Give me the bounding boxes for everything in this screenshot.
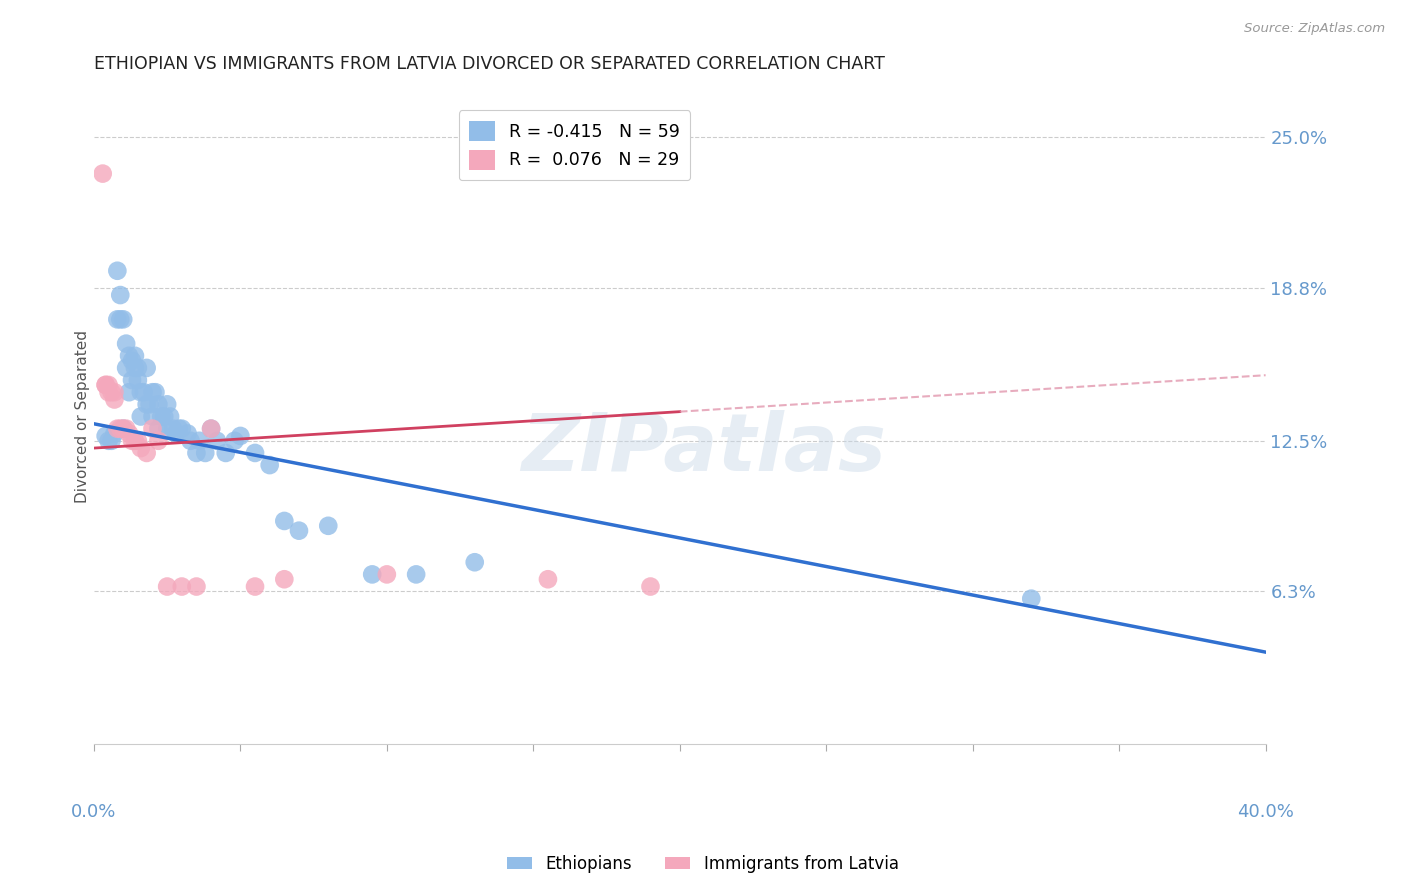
Point <box>94 429 117 443</box>
Point <box>229 429 252 443</box>
Point <box>156 397 179 411</box>
Point <box>180 434 202 448</box>
Point <box>94 378 117 392</box>
Point <box>156 422 179 436</box>
Point <box>110 288 132 302</box>
Point <box>97 378 120 392</box>
Point <box>135 360 157 375</box>
Point <box>1019 591 1042 606</box>
Point <box>127 434 149 448</box>
Legend: R = -0.415   N = 59, R =  0.076   N = 29: R = -0.415 N = 59, R = 0.076 N = 29 <box>458 111 690 180</box>
Point <box>141 385 163 400</box>
Point <box>94 378 117 392</box>
Point <box>127 360 149 375</box>
Y-axis label: Divorced or Separated: Divorced or Separated <box>76 330 90 503</box>
Point <box>110 312 132 326</box>
Point <box>121 373 143 387</box>
Point <box>132 385 155 400</box>
Point <box>186 580 208 594</box>
Point <box>138 397 160 411</box>
Point <box>105 422 128 436</box>
Point <box>100 434 122 448</box>
Point <box>148 434 170 448</box>
Point <box>124 360 146 375</box>
Point <box>103 392 125 407</box>
Text: 0.0%: 0.0% <box>72 803 117 821</box>
Point <box>124 349 146 363</box>
Point <box>148 422 170 436</box>
Point <box>361 567 384 582</box>
Point <box>215 446 238 460</box>
Point <box>91 167 114 181</box>
Point <box>112 422 135 436</box>
Point <box>273 572 295 586</box>
Point <box>188 434 211 448</box>
Point <box>115 422 138 436</box>
Point <box>129 409 152 424</box>
Point <box>100 385 122 400</box>
Text: Source: ZipAtlas.com: Source: ZipAtlas.com <box>1244 22 1385 36</box>
Point <box>121 353 143 368</box>
Point <box>118 385 141 400</box>
Point <box>141 422 163 436</box>
Point <box>141 409 163 424</box>
Point <box>112 312 135 326</box>
Legend: Ethiopians, Immigrants from Latvia: Ethiopians, Immigrants from Latvia <box>501 848 905 880</box>
Point <box>135 446 157 460</box>
Point <box>124 434 146 448</box>
Point <box>243 580 266 594</box>
Point <box>273 514 295 528</box>
Point <box>170 422 193 436</box>
Point <box>170 580 193 594</box>
Point <box>176 426 198 441</box>
Point <box>224 434 246 448</box>
Point <box>200 422 222 436</box>
Point <box>194 446 217 460</box>
Point <box>121 434 143 448</box>
Point <box>259 458 281 472</box>
Point <box>129 441 152 455</box>
Point <box>105 264 128 278</box>
Point <box>153 409 176 424</box>
Point <box>127 373 149 387</box>
Point <box>135 397 157 411</box>
Point <box>375 567 398 582</box>
Point <box>150 409 173 424</box>
Text: ETHIOPIAN VS IMMIGRANTS FROM LATVIA DIVORCED OR SEPARATED CORRELATION CHART: ETHIOPIAN VS IMMIGRANTS FROM LATVIA DIVO… <box>94 55 884 73</box>
Point <box>316 518 339 533</box>
Point <box>105 312 128 326</box>
Point <box>97 434 120 448</box>
Text: ZIPatlas: ZIPatlas <box>520 410 886 488</box>
Point <box>97 385 120 400</box>
Point <box>115 360 138 375</box>
Point <box>145 385 167 400</box>
Point <box>640 580 662 594</box>
Point <box>156 580 179 594</box>
Point <box>103 385 125 400</box>
Point <box>159 409 181 424</box>
Point <box>537 572 560 586</box>
Point <box>112 422 135 436</box>
Point <box>110 422 132 436</box>
Point <box>148 397 170 411</box>
Point <box>118 349 141 363</box>
Text: 40.0%: 40.0% <box>1237 803 1294 821</box>
Point <box>464 555 486 569</box>
Point <box>165 426 187 441</box>
Point <box>129 385 152 400</box>
Point <box>118 426 141 441</box>
Point <box>162 422 184 436</box>
Point <box>103 426 125 441</box>
Point <box>243 446 266 460</box>
Point <box>167 422 190 436</box>
Point <box>186 446 208 460</box>
Point <box>200 422 222 436</box>
Point <box>115 336 138 351</box>
Point <box>288 524 311 538</box>
Point <box>405 567 427 582</box>
Point <box>205 434 228 448</box>
